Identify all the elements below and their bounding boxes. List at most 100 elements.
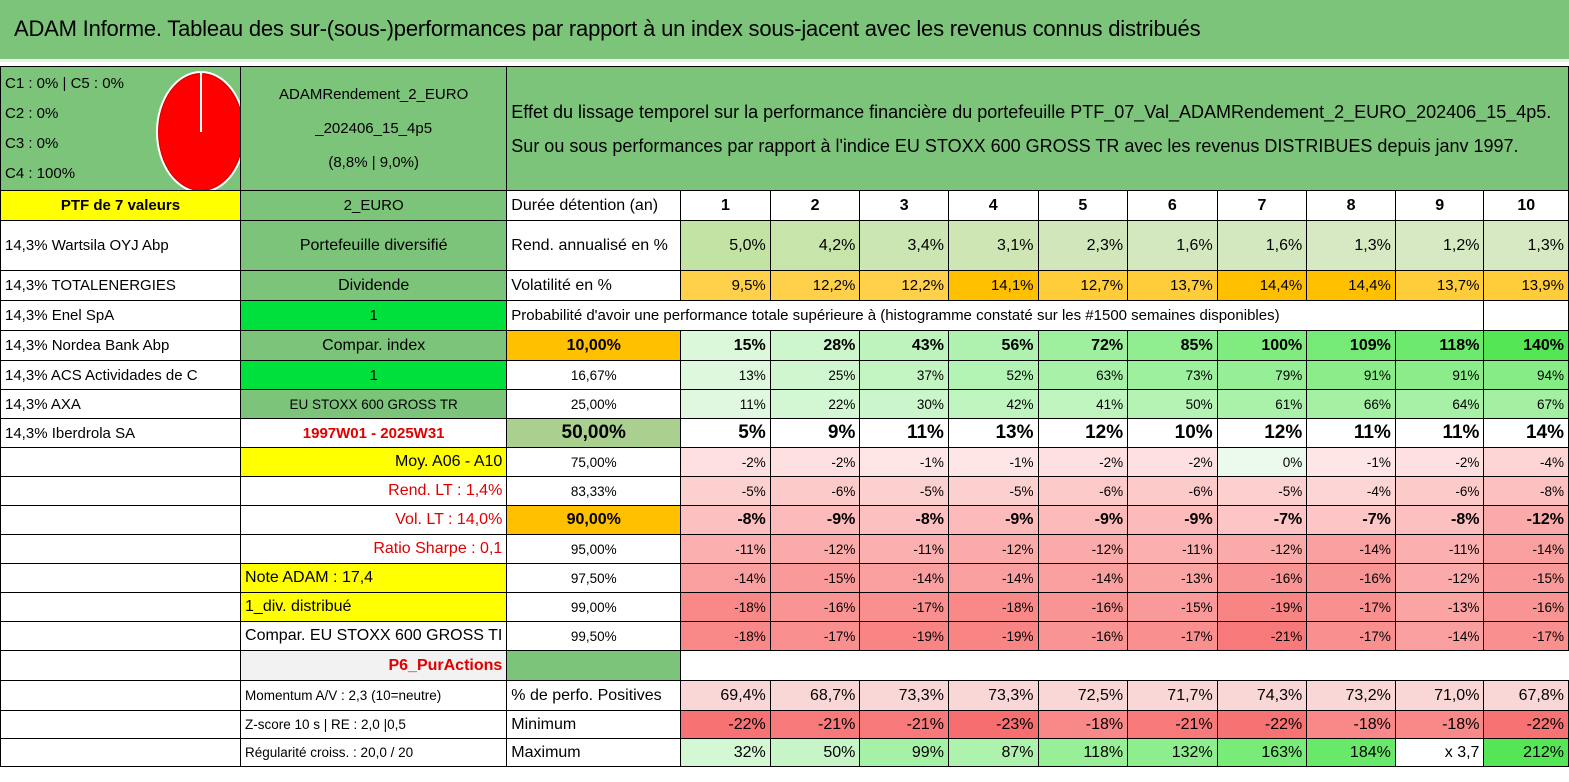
- quantile-value: 109%: [1306, 330, 1396, 361]
- ptf-header: PTF de 7 valeurs: [0, 190, 242, 221]
- pie-slice-divider: [200, 73, 202, 132]
- table-row: 1_div. distribué 99,00% -18% -16% -17% -18% -1…: [0, 592, 1569, 622]
- quantile-value: 13%: [947, 418, 1039, 448]
- duration-header: 2: [769, 190, 861, 221]
- quantile-value: 67%: [1483, 389, 1569, 419]
- quantile-value: -4%: [1306, 476, 1396, 506]
- vol-value: 12,2%: [769, 270, 861, 301]
- div-cell: 1_div. distribué: [240, 592, 508, 622]
- quantile-value: -8%: [859, 505, 949, 535]
- quantile-value: -9%: [947, 505, 1039, 535]
- quantile-value: -7%: [1216, 505, 1308, 535]
- quantile-value: -6%: [1037, 476, 1129, 506]
- regularite-cell: Régularité croiss. : 20,0 / 20: [240, 738, 508, 767]
- vol-lt-cell: Vol. LT : 14,0%: [240, 505, 508, 535]
- quantile-value: 52%: [947, 360, 1039, 390]
- quantile-value: -11%: [1394, 534, 1485, 564]
- compar-cell: Compar. EU STOXX 600 GROSS TI: [240, 621, 508, 651]
- pos-value: 69,4%: [680, 680, 771, 711]
- rend-value: 1,6%: [1216, 220, 1308, 271]
- empty-cell: [0, 650, 242, 681]
- pos-value: 74,3%: [1216, 680, 1308, 711]
- quantile-value: -17%: [769, 621, 861, 651]
- quantile-value: -2%: [1037, 447, 1129, 477]
- quantile-value: 118%: [1394, 330, 1485, 361]
- quantile-value: -14%: [947, 563, 1039, 593]
- table-row: Z-score 10 s | RE : 2,0 |0,5 Minimum -22% -…: [0, 710, 1569, 739]
- description-line2: Sur ou sous performances par rapport à l…: [511, 135, 1519, 156]
- quantile-value: -6%: [1394, 476, 1485, 506]
- quantile-value: -17%: [1483, 621, 1569, 651]
- max-value: 184%: [1306, 738, 1396, 767]
- quantile-value: -9%: [769, 505, 861, 535]
- pos-value: 73,3%: [859, 680, 949, 711]
- min-value: -23%: [947, 710, 1039, 739]
- empty-cell: [0, 621, 242, 651]
- pos-value: 71,7%: [1127, 680, 1218, 711]
- quantile-value: 28%: [769, 330, 861, 361]
- quantile-value: -6%: [769, 476, 861, 506]
- quantile-value: -21%: [1216, 621, 1308, 651]
- quantile-value: 100%: [1216, 330, 1308, 361]
- quantile-value: -19%: [1216, 592, 1308, 622]
- currency-cell: 2_EURO: [240, 190, 508, 221]
- min-value: -18%: [1306, 710, 1396, 739]
- holding-item: 14,3% TOTALENERGIES: [0, 270, 242, 301]
- description-cell: Effet du lissage temporel sur la perform…: [506, 66, 1569, 191]
- prob-label: Probabilité d'avoir une performance tota…: [506, 300, 1484, 331]
- quantile-value: -2%: [1127, 447, 1218, 477]
- quantile-value: -12%: [1483, 505, 1569, 535]
- pos-value: 67,8%: [1483, 680, 1569, 711]
- table-row: 14,3% ACS Actividades de C 1 16,67% 13% 25% 3…: [0, 360, 1569, 390]
- quantile-label: 75,00%: [506, 447, 682, 477]
- quantile-value: 5%: [680, 418, 771, 448]
- duration-header: 6: [1127, 190, 1218, 221]
- quantile-label: 16,67%: [506, 360, 682, 390]
- min-value: -22%: [1216, 710, 1308, 739]
- pos-value: 73,2%: [1306, 680, 1396, 711]
- table-row: 14,3% TOTALENERGIES Dividende Volatilité e…: [0, 270, 1569, 301]
- empty-cell: [0, 592, 242, 622]
- quantile-label: 95,00%: [506, 534, 682, 564]
- quantile-label: 83,33%: [506, 476, 682, 506]
- fund-name-line3: (8,8% | 9,0%): [328, 153, 419, 171]
- duration-header: 1: [680, 190, 771, 221]
- quantile-value: -16%: [1037, 621, 1129, 651]
- max-value: x 3,7: [1394, 738, 1485, 767]
- pie-chart: [156, 71, 240, 190]
- quantile-value: 11%: [1306, 418, 1396, 448]
- quantile-value: 140%: [1483, 330, 1569, 361]
- pie-cell: C1 : 0% | C5 : 0% C2 : 0% C3 : 0% C4 : 1…: [0, 66, 242, 191]
- rend-value: 1,3%: [1306, 220, 1396, 271]
- quantile-value: -12%: [769, 534, 861, 564]
- quantile-value: -18%: [947, 592, 1039, 622]
- pos-value: 73,3%: [947, 680, 1039, 711]
- quantile-value: -16%: [1216, 563, 1308, 593]
- zscore-cell: Z-score 10 s | RE : 2,0 |0,5: [240, 710, 508, 739]
- min-value: -22%: [680, 710, 771, 739]
- table-row: Note ADAM : 17,4 97,50% -14% -15% -14% -14% -1…: [0, 563, 1569, 593]
- vol-value: 14,4%: [1306, 270, 1396, 301]
- quantile-label: 99,00%: [506, 592, 682, 622]
- min-value: -18%: [1037, 710, 1129, 739]
- vol-value: 14,4%: [1216, 270, 1308, 301]
- fund-name-cell: ADAMRendement_2_EURO _202406_15_4p5 (8,8…: [240, 66, 508, 191]
- quantile-value: 61%: [1216, 389, 1308, 419]
- empty-cell: [0, 534, 242, 564]
- one-a-cell: 1: [240, 300, 508, 331]
- quantile-value: -14%: [1037, 563, 1129, 593]
- quantile-value: 64%: [1394, 389, 1485, 419]
- table-row: Rend. LT : 1,4% 83,33% -5% -6% -5% -5% -6% -6% -…: [0, 476, 1569, 506]
- table-row: PTF de 7 valeurs 2_EURO Durée détention (a…: [0, 190, 1569, 221]
- quantile-value: -17%: [1306, 621, 1396, 651]
- quantile-value: -2%: [680, 447, 771, 477]
- pos-value: 68,7%: [769, 680, 861, 711]
- quantile-value: -11%: [859, 534, 949, 564]
- quantile-value: -14%: [859, 563, 949, 593]
- pos-label: % de perfo. Positives: [506, 680, 682, 711]
- quantile-value: -5%: [680, 476, 771, 506]
- vol-value: 9,5%: [680, 270, 771, 301]
- quantile-value: -6%: [1127, 476, 1218, 506]
- quantile-value: 11%: [1394, 418, 1485, 448]
- rend-label: Rend. annualisé en %: [506, 220, 682, 271]
